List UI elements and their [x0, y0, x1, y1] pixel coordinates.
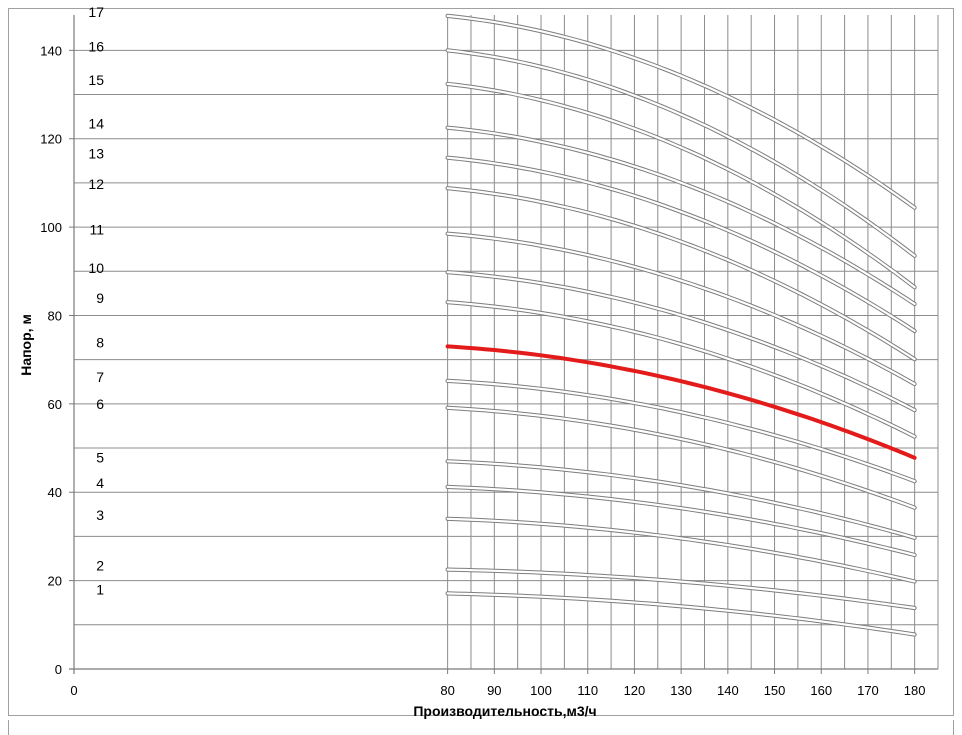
y-tick-label: 120 — [40, 132, 62, 147]
chart-frame — [8, 8, 954, 716]
curve-17 — [446, 14, 916, 209]
curve-8 — [445, 344, 917, 460]
curve-9 — [446, 301, 916, 438]
curve-12 — [446, 187, 916, 361]
x-axis-title: Производительность,м3/ч — [413, 703, 596, 719]
curve-label-13: 13 — [88, 146, 104, 162]
tick-labels: 0 80 90 100 110 120 130 140 150 160 170 18002040608… — [40, 43, 925, 698]
y-tick-label: 20 — [48, 574, 62, 589]
curve-14 — [446, 126, 916, 306]
curve-6 — [446, 406, 916, 509]
y-tick-label: 100 — [40, 220, 62, 235]
y-tick-label: 80 — [48, 308, 62, 323]
curve-label-2: 2 — [96, 558, 104, 574]
page-bottom-edge — [8, 720, 954, 735]
curve-11 — [446, 232, 916, 386]
curve-label-1: 1 — [96, 581, 104, 597]
curve-15 — [446, 82, 916, 289]
curve-2 — [446, 568, 916, 610]
curve-4 — [446, 485, 916, 557]
curve-label-16: 16 — [88, 38, 104, 54]
x-tick-label: 160 — [810, 683, 832, 698]
curve-label-9: 9 — [96, 290, 104, 306]
x-tick-label: 90 — [487, 683, 501, 698]
curve-label-10: 10 — [88, 260, 104, 276]
pump-curves — [445, 13, 917, 637]
x-tick-label: 180 — [904, 683, 926, 698]
curve-1 — [446, 592, 916, 636]
y-tick-label: 0 — [55, 662, 62, 677]
x-tick-label: 150 — [764, 683, 786, 698]
curve-label-14: 14 — [88, 116, 104, 132]
curve-5 — [446, 460, 916, 539]
y-tick-label: 140 — [40, 43, 62, 58]
curve-13 — [446, 156, 916, 333]
curve-label-15: 15 — [88, 72, 104, 88]
x-tick-label: 110 — [577, 683, 598, 698]
curve-label-3: 3 — [96, 507, 104, 523]
y-axis-title: Напор, м — [18, 314, 34, 376]
curve-label-12: 12 — [88, 176, 104, 192]
curve-7 — [446, 379, 916, 483]
y-tick-label: 40 — [48, 485, 62, 500]
curve-label-8: 8 — [96, 334, 104, 350]
curve-label-17: 17 — [88, 4, 104, 20]
x-tick-label: 120 — [624, 683, 646, 698]
curve-label-11: 11 — [89, 222, 104, 238]
x-tick-label: 100 — [530, 683, 552, 698]
x-tick-label: 170 — [857, 683, 879, 698]
curve-16 — [446, 49, 916, 257]
x-tick-label: 0 — [70, 683, 77, 698]
curve-10 — [446, 271, 916, 412]
grid-lines — [74, 15, 939, 669]
y-tick-label: 60 — [48, 397, 62, 412]
curve-label-7: 7 — [96, 369, 104, 385]
curve-label-4: 4 — [96, 475, 104, 491]
x-tick-label: 140 — [717, 683, 739, 698]
axes — [69, 15, 939, 674]
curve-label-5: 5 — [96, 449, 104, 465]
x-tick-label: 80 — [440, 683, 454, 698]
x-tick-label: 130 — [670, 683, 692, 698]
curve-label-6: 6 — [96, 396, 104, 412]
curve-3 — [446, 517, 916, 583]
